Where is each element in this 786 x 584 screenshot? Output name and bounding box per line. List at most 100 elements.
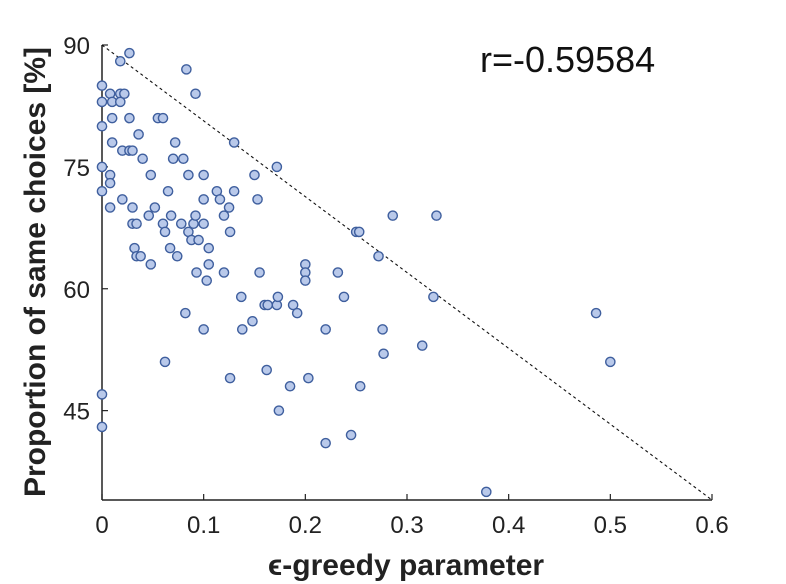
data-point [338,291,350,303]
data-point [214,194,226,205]
x-axis-title: ϵ-greedy parameter [268,549,544,582]
data-point [162,185,174,197]
data-point [198,169,209,181]
data-point [96,161,108,173]
data-point [180,307,191,319]
data-point [272,291,284,303]
x-tick-label: 0.5 [594,512,627,539]
data-point [96,185,108,197]
data-point [190,88,201,100]
data-point [193,234,204,246]
correlation-annotation: r=-0.59584 [480,39,655,80]
x-tick-label: 0.4 [492,512,525,539]
data-point [190,210,201,221]
data-point [181,64,192,75]
data-point [198,324,209,335]
data-point [183,169,194,181]
data-point [127,202,138,213]
data-point [353,226,365,238]
data-point [262,299,274,311]
data-point [157,112,169,124]
data-point [287,299,299,311]
data-point [284,380,296,392]
data-point [224,226,236,238]
data-point [119,88,130,100]
data-point [104,202,116,213]
data-point [131,218,142,230]
data-point [149,202,161,213]
data-point [135,250,146,262]
data-point [320,324,331,335]
reference-dashed-line [101,44,713,501]
x-tick-label: 0.1 [187,512,220,539]
data-point [159,356,171,368]
data-point [224,372,236,384]
data-point [96,120,108,132]
data-point [387,210,399,221]
y-tick-label: 90 [63,33,90,60]
data-point [203,242,215,254]
data-point [273,405,285,416]
data-point [115,96,126,108]
data-point [106,137,118,148]
data-point [271,161,283,173]
data-point [590,307,602,319]
y-ticks: 45 60 75 90 [63,33,108,426]
data-point [373,250,384,262]
y-axis-title: Proportion of same choices [%] [19,47,52,497]
x-tick-label: 0.2 [289,512,322,539]
x-tick-label: 0 [95,512,108,539]
data-point [178,153,189,165]
y-tick-label: 45 [63,399,90,426]
data-point [320,437,331,449]
data-point [191,267,202,278]
data-point [249,169,260,181]
data-point [165,210,177,221]
data-point [115,55,126,67]
data-points [96,47,616,498]
data-point [167,153,179,165]
data-point [228,137,240,148]
data-point [159,226,171,238]
data-point [377,324,388,335]
data-point [175,218,187,230]
data-point [378,348,389,360]
data-point [252,194,263,205]
data-point [201,275,213,286]
data-point [124,47,135,59]
data-point [164,242,176,254]
data-point [235,291,247,303]
data-point [332,267,344,278]
data-point [96,389,108,400]
x-tick-label: 0.6 [695,512,728,539]
data-point [96,80,108,91]
data-point [117,194,128,205]
data-point [223,202,235,213]
data-point [104,177,116,189]
data-point [228,185,240,197]
data-point [145,259,157,270]
data-point [171,250,183,262]
data-point [198,218,209,230]
data-point [236,324,248,335]
data-point [254,267,265,278]
data-point [605,356,616,368]
data-point [169,137,181,148]
data-point [218,267,230,278]
data-point [416,340,428,351]
data-point [480,486,492,498]
data-point [261,364,273,376]
data-point [96,421,108,433]
data-point [300,275,311,286]
data-point [203,259,215,270]
data-point [124,112,135,124]
data-point [145,169,157,181]
data-point [198,194,209,205]
x-tick-label: 0.3 [390,512,423,539]
data-point [431,210,442,221]
data-point [291,307,303,319]
data-point [428,291,439,303]
data-point [303,372,314,384]
data-point [345,429,357,441]
